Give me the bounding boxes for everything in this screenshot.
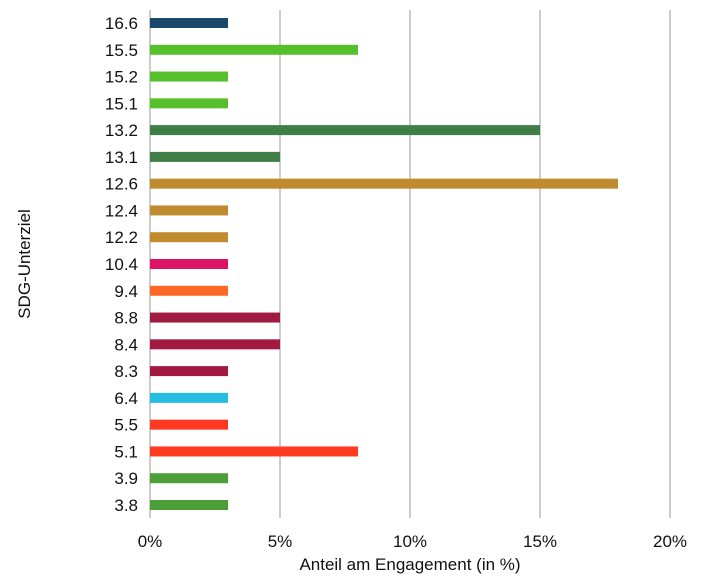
y-tick-label: 6.4 bbox=[114, 389, 138, 408]
y-tick-label: 15.2 bbox=[105, 68, 138, 87]
bar bbox=[150, 71, 228, 82]
y-tick-label: 12.4 bbox=[105, 201, 138, 220]
y-tick-labels: 16.6 15.5 15.2 15.1 13.2 13.1 12.6 12.4 12.2 10.4… bbox=[105, 14, 138, 515]
y-tick-label: 13.1 bbox=[105, 148, 138, 167]
bar bbox=[150, 151, 280, 162]
y-tick-label: 8.4 bbox=[114, 335, 138, 354]
bar bbox=[150, 339, 280, 350]
x-axis-title: Anteil am Engagement (in %) bbox=[299, 555, 520, 574]
bar bbox=[150, 205, 228, 216]
y-tick-label: 9.4 bbox=[114, 282, 138, 301]
y-tick-label: 3.9 bbox=[114, 469, 138, 488]
bar bbox=[150, 392, 228, 403]
bar bbox=[150, 18, 228, 28]
bar bbox=[150, 473, 228, 484]
bar bbox=[150, 446, 358, 457]
bar bbox=[150, 44, 358, 55]
x-tick-label: 5% bbox=[268, 532, 293, 551]
y-tick-label: 12.2 bbox=[105, 228, 138, 247]
bar bbox=[150, 285, 228, 296]
bar bbox=[150, 366, 228, 377]
y-tick-label: 12.6 bbox=[105, 175, 138, 194]
y-tick-label: 16.6 bbox=[105, 14, 138, 33]
gridlines bbox=[149, 10, 671, 518]
y-tick-label: 8.8 bbox=[114, 309, 138, 328]
x-tick-label: 10% bbox=[393, 532, 427, 551]
y-tick-label: 8.3 bbox=[114, 362, 138, 381]
x-tick-label: 0% bbox=[138, 532, 163, 551]
y-tick-label: 15.1 bbox=[105, 94, 138, 113]
x-tick-label: 20% bbox=[653, 532, 687, 551]
bar bbox=[150, 232, 228, 243]
y-tick-label: 3.8 bbox=[114, 496, 138, 515]
bar bbox=[150, 98, 228, 109]
x-tick-labels: 0% 5% 10% 15% 20% bbox=[138, 532, 687, 551]
y-tick-label: 5.5 bbox=[114, 416, 138, 435]
y-axis-title: SDG-Unterziel bbox=[15, 209, 34, 319]
y-tick-label: 5.1 bbox=[114, 442, 138, 461]
bar bbox=[150, 312, 280, 323]
y-tick-label: 13.2 bbox=[105, 121, 138, 140]
bar bbox=[150, 178, 618, 189]
bar bbox=[150, 259, 228, 269]
y-tick-label: 15.5 bbox=[105, 41, 138, 60]
bar bbox=[150, 125, 540, 136]
x-tick-label: 15% bbox=[523, 532, 557, 551]
y-tick-label: 10.4 bbox=[105, 255, 138, 274]
bars bbox=[150, 18, 618, 510]
bar bbox=[150, 419, 228, 430]
bar bbox=[150, 500, 228, 510]
